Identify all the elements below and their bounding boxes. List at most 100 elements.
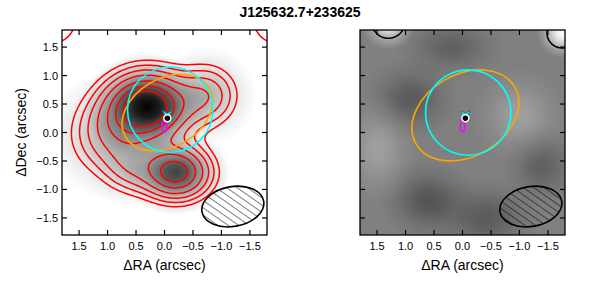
x-tick-label: 1.5: [369, 240, 384, 252]
x-tick: [405, 230, 406, 235]
aperture-ellipse: [127, 67, 212, 152]
plot-area: [62, 30, 267, 235]
y-tick: [360, 75, 365, 76]
x-tick: [249, 230, 250, 235]
x-tick: [192, 230, 193, 235]
y-tick-label: 0.5: [43, 98, 58, 110]
x-tick-label: −1.0: [211, 240, 233, 252]
frame: [360, 30, 565, 235]
beam: [497, 181, 565, 231]
marker-circle: [164, 115, 171, 122]
x-tick: [164, 30, 165, 35]
y-tick: [360, 103, 365, 104]
x-tick: [107, 230, 108, 235]
y-tick: [262, 46, 267, 47]
y-tick: [560, 160, 565, 161]
title: J125632.7+233625: [239, 4, 360, 20]
x-tick: [135, 230, 136, 235]
x-tick: [405, 30, 406, 35]
image-component: [537, 30, 565, 58]
x-tick: [164, 230, 165, 235]
x-axis-label: ΔRA (arcsec): [421, 257, 503, 273]
x-tick: [547, 30, 548, 35]
x-tick-label: 0.0: [455, 240, 470, 252]
y-tick-label: −1.5: [36, 212, 58, 224]
aperture-ellipse: [396, 51, 536, 179]
y-tick: [62, 132, 67, 133]
x-tick: [490, 230, 491, 235]
y-tick: [360, 217, 365, 218]
y-tick: [262, 103, 267, 104]
contour: [62, 30, 267, 41]
x-tick: [433, 230, 434, 235]
y-tick: [560, 75, 565, 76]
x-tick-label: 0.0: [157, 240, 172, 252]
contour: [374, 30, 565, 48]
x-tick: [547, 230, 548, 235]
x-tick-label: −1.5: [239, 240, 261, 252]
image-component: [88, 124, 173, 209]
y-tick: [262, 189, 267, 190]
y-tick: [62, 46, 67, 47]
image-component: [62, 30, 89, 57]
marker-ellipse: [460, 122, 465, 132]
x-tick-label: −1.5: [537, 240, 559, 252]
x-tick-label: 0.5: [128, 240, 143, 252]
aperture-ellipse: [425, 70, 510, 155]
y-tick: [560, 46, 565, 47]
x-tick: [107, 30, 108, 35]
x-tick: [78, 30, 79, 35]
y-tick-label: 0.0: [43, 127, 58, 139]
x-axis-label: ΔRA (arcsec): [123, 257, 205, 273]
y-tick: [262, 160, 267, 161]
y-tick-label: −1.0: [36, 183, 58, 195]
y-tick-label: 1.5: [43, 41, 58, 53]
x-tick: [433, 30, 434, 35]
y-tick: [360, 132, 365, 133]
y-tick: [560, 217, 565, 218]
y-tick: [62, 75, 67, 76]
y-tick: [62, 217, 67, 218]
x-tick: [78, 230, 79, 235]
y-tick: [62, 103, 67, 104]
x-tick-label: −0.5: [182, 240, 204, 252]
image-component: [360, 93, 420, 207]
contour: [97, 75, 208, 193]
y-tick: [360, 189, 365, 190]
y-tick: [62, 160, 67, 161]
image-component: [360, 30, 417, 50]
x-tick-label: 1.5: [71, 240, 86, 252]
y-tick: [262, 217, 267, 218]
beam: [199, 181, 267, 231]
y-tick-label: −0.5: [36, 155, 58, 167]
x-tick-label: 0.5: [426, 240, 441, 252]
x-tick-label: −1.0: [509, 240, 531, 252]
x-tick: [490, 30, 491, 35]
y-tick: [560, 189, 565, 190]
marker-ellipse: [162, 122, 167, 132]
y-tick: [360, 46, 365, 47]
y-tick: [360, 160, 365, 161]
image-component: [240, 30, 267, 57]
contour: [71, 60, 237, 207]
figure: J125632.7+233625 1.5 1.0 0.5 0.0 −0.5 −1.0 −1.5…: [0, 0, 600, 300]
y-tick: [560, 103, 565, 104]
y-tick-label: 1.0: [43, 70, 58, 82]
x-tick: [462, 30, 463, 35]
x-tick: [519, 230, 520, 235]
y-tick: [560, 132, 565, 133]
y-tick: [262, 75, 267, 76]
x-tick: [221, 30, 222, 35]
x-tick: [135, 30, 136, 35]
x-tick-label: −0.5: [480, 240, 502, 252]
contour: [116, 86, 188, 182]
plot-area: [360, 30, 565, 235]
marker-circle: [462, 115, 469, 122]
y-tick: [262, 132, 267, 133]
x-tick-label: 1.0: [398, 240, 413, 252]
x-tick: [519, 30, 520, 35]
contour: [88, 70, 222, 198]
contour: [108, 81, 196, 188]
x-tick-label: 1.0: [100, 240, 115, 252]
x-tick: [192, 30, 193, 35]
